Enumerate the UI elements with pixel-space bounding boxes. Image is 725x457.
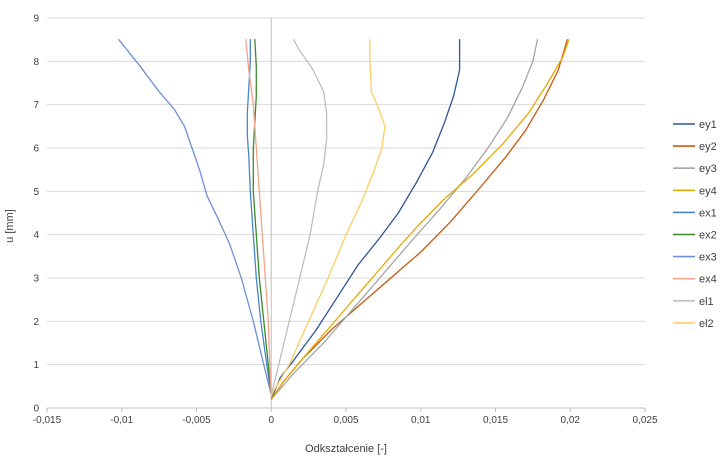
series-line-ey2 bbox=[270, 39, 568, 400]
y-tick-label: 3 bbox=[33, 274, 39, 285]
x-tick-label: 0,02 bbox=[561, 415, 581, 426]
y-tick-labels: 0 1 2 3 4 5 6 7 8 9 bbox=[33, 14, 39, 415]
series-layer bbox=[118, 39, 570, 400]
series-line-ex3 bbox=[118, 39, 272, 396]
series-line-el1 bbox=[270, 39, 328, 396]
series-line-ey1 bbox=[270, 39, 461, 400]
y-tick-label: 0 bbox=[33, 404, 39, 415]
legend: ey1 ey2 ey3 ey4 ex1 ex2 ex3 ex4 el1 el2 bbox=[673, 119, 717, 330]
x-tick-label: -0,01 bbox=[110, 415, 133, 426]
series-line-ex4 bbox=[245, 39, 272, 396]
legend-label-ey2: ey2 bbox=[699, 141, 717, 153]
legend-label-ex4: ex4 bbox=[699, 274, 717, 286]
y-tick-label: 9 bbox=[33, 14, 39, 25]
y-tick-label: 2 bbox=[33, 317, 39, 328]
legend-label-ex3: ex3 bbox=[699, 252, 717, 264]
x-axis bbox=[46, 407, 646, 412]
x-tick-label: 0,015 bbox=[483, 415, 508, 426]
legend-label-ex2: ex2 bbox=[699, 230, 717, 242]
x-tick-label: 0 bbox=[268, 415, 274, 426]
x-tick-label: 0,01 bbox=[411, 415, 431, 426]
x-tick-label: -0,005 bbox=[182, 415, 211, 426]
y-tick-label: 6 bbox=[33, 144, 39, 155]
series-line-ex2 bbox=[252, 39, 272, 396]
legend-label-ey1: ey1 bbox=[699, 119, 717, 131]
series-line-ey4 bbox=[270, 39, 570, 400]
x-tick-label: 0,005 bbox=[333, 415, 358, 426]
series-line-ey3 bbox=[270, 39, 539, 400]
x-axis-title: Odkształcenie [-] bbox=[305, 443, 387, 455]
x-tick-labels: -0,015 -0,01 -0,005 0 0,005 0,01 0,015 0,02 0,02… bbox=[33, 415, 658, 426]
legend-label-ey3: ey3 bbox=[699, 163, 717, 175]
series-line-el2 bbox=[270, 39, 386, 396]
y-tick-label: 8 bbox=[33, 57, 39, 68]
legend-label-el2: el2 bbox=[699, 318, 714, 330]
legend-label-el1: el1 bbox=[699, 296, 714, 308]
y-axis-title: u [mm] bbox=[4, 209, 16, 243]
legend-label-ex1: ex1 bbox=[699, 207, 717, 219]
y-tick-label: 7 bbox=[33, 100, 39, 111]
legend-label-ey4: ey4 bbox=[699, 185, 717, 197]
y-tick-label: 1 bbox=[33, 360, 39, 371]
x-tick-label: -0,015 bbox=[33, 415, 62, 426]
x-tick-label: 0,025 bbox=[632, 415, 657, 426]
y-tick-label: 4 bbox=[33, 230, 39, 241]
series-line-ex1 bbox=[246, 39, 272, 396]
y-tick-label: 5 bbox=[33, 187, 39, 198]
